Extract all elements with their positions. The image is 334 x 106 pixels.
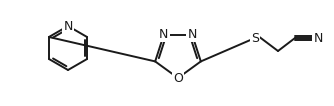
Text: N: N bbox=[159, 28, 169, 41]
Text: N: N bbox=[313, 31, 323, 45]
Text: S: S bbox=[251, 31, 259, 45]
Text: N: N bbox=[187, 28, 197, 41]
Text: N: N bbox=[63, 20, 73, 33]
Text: O: O bbox=[173, 72, 183, 84]
